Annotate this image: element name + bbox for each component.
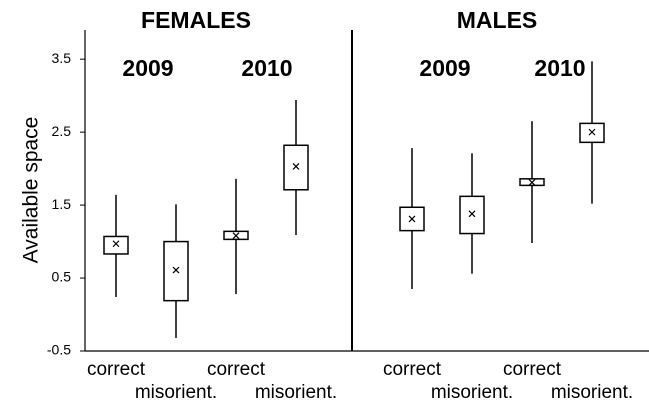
mean-marker: [408, 215, 416, 223]
box: [459, 195, 485, 235]
group-header: FEMALES: [141, 7, 251, 33]
year-label: 2009: [122, 55, 173, 81]
box: [163, 240, 189, 302]
year-label: 2010: [241, 55, 292, 81]
mean-marker: [112, 240, 120, 248]
x-tick-label: correct: [383, 359, 442, 380]
x-tick-label: misorient.: [551, 382, 633, 403]
mean-marker: [172, 266, 180, 274]
box: [283, 144, 309, 191]
box: [103, 235, 129, 255]
x-tick-label: correct: [503, 359, 562, 380]
y-tick-label: -0.5: [47, 342, 71, 358]
year-label: 2010: [534, 55, 585, 81]
y-tick-label: 1.5: [52, 196, 72, 212]
y-tick-label: 2.5: [52, 123, 72, 139]
mean-marker: [232, 232, 240, 240]
y-axis-label: Available space: [20, 117, 43, 264]
mean-marker: [292, 163, 300, 170]
x-tick-label: misorient.: [255, 382, 337, 403]
mean-marker: [528, 179, 536, 186]
y-tick-label: 3.5: [52, 50, 72, 66]
year-label: 2009: [419, 55, 470, 81]
x-tick-label: correct: [207, 359, 266, 380]
x-tick-label: misorient.: [135, 382, 217, 403]
group-header: MALES: [457, 7, 538, 33]
x-tick-label: misorient.: [431, 382, 513, 403]
mean-marker: [588, 128, 596, 136]
x-tick-label: correct: [87, 359, 146, 380]
y-tick-label: 0.5: [52, 269, 72, 285]
mean-marker: [468, 210, 476, 218]
